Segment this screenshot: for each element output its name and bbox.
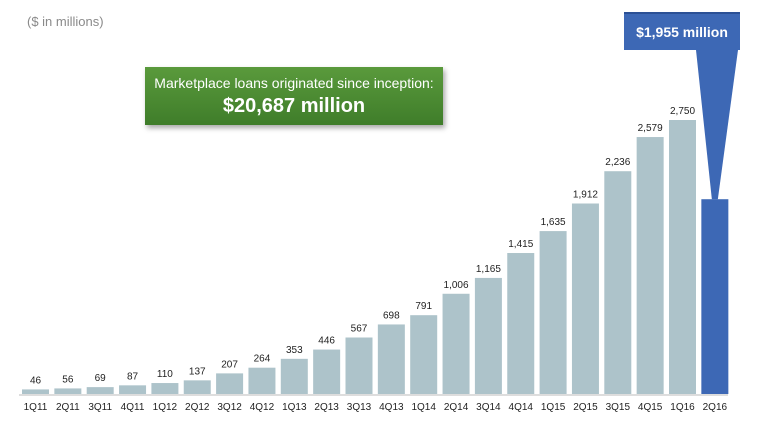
bar-value-label: 69: [95, 373, 107, 384]
bar: [636, 137, 664, 394]
x-tick-label: 2Q12: [185, 402, 210, 413]
units-subtitle: ($ in millions): [27, 14, 104, 29]
bar-highlighted: [701, 199, 729, 394]
bar-value-label: 1,415: [508, 239, 533, 250]
bar: [22, 389, 49, 394]
bar: [313, 349, 341, 394]
bar: [280, 358, 308, 394]
x-tick-label: 1Q13: [282, 402, 307, 413]
bar: [410, 315, 438, 394]
x-tick-label: 4Q15: [638, 402, 663, 413]
x-tick-label: 4Q14: [509, 402, 534, 413]
x-tick-label: 3Q13: [347, 402, 372, 413]
x-tick-label: 3Q12: [217, 402, 242, 413]
bar: [54, 388, 82, 394]
bar-value-label: 137: [189, 366, 206, 377]
x-tick-label: 4Q13: [379, 402, 404, 413]
bar-value-label: 87: [127, 371, 139, 382]
bar-value-label: 2,750: [670, 106, 695, 117]
bar: [474, 277, 502, 394]
bar-value-label: 2,236: [605, 157, 630, 168]
bar-value-label: 1,635: [541, 217, 566, 228]
bar: [248, 367, 276, 394]
x-tick-label: 3Q11: [88, 402, 112, 413]
bar-value-label: 1,165: [476, 264, 501, 275]
bar-value-label: 446: [318, 336, 335, 347]
callout-caption: Marketplace loans originated since incep…: [154, 75, 434, 91]
bar: [377, 324, 405, 394]
bar-value-label: 2,579: [638, 123, 663, 134]
x-tick-label: 2Q14: [444, 402, 469, 413]
bar: [151, 383, 179, 394]
bar: [216, 373, 244, 394]
bar: [345, 337, 373, 394]
highlight-value-box: $1,955 million: [624, 12, 740, 50]
x-tick-label: 3Q14: [476, 402, 501, 413]
bar-value-label: 353: [286, 345, 303, 356]
bar: [183, 380, 211, 394]
x-tick-label: 2Q11: [56, 402, 80, 413]
highlight-connector: [696, 50, 738, 200]
bar-value-label: 264: [254, 354, 271, 365]
bar-value-label: 46: [30, 375, 42, 386]
callout-total: $20,687 million: [222, 95, 366, 117]
x-tick-label: 1Q11: [24, 402, 48, 413]
bar-value-label: 698: [383, 310, 400, 321]
bar-value-label: 1,006: [444, 280, 469, 291]
bar: [604, 171, 632, 394]
cumulative-callout: Marketplace loans originated since incep…: [145, 67, 443, 125]
bar: [119, 385, 147, 394]
bar-value-label: 567: [351, 324, 368, 335]
bar: [669, 120, 696, 394]
bar-value-label: 1,912: [573, 189, 598, 200]
x-tick-label: 1Q15: [541, 402, 566, 413]
bar-value-label: 56: [62, 374, 74, 385]
x-tick-label: 1Q12: [153, 402, 178, 413]
x-tick-label: 2Q13: [314, 402, 339, 413]
bar: [571, 203, 599, 394]
x-tick-label: 2Q15: [573, 402, 598, 413]
x-tick-label: 4Q12: [250, 402, 275, 413]
x-tick-label: 2Q16: [703, 402, 728, 413]
x-tick-label: 4Q11: [121, 402, 145, 413]
bar: [86, 387, 114, 394]
bar-value-label: 110: [157, 369, 173, 380]
x-tick-label: 3Q15: [606, 402, 631, 413]
bar: [539, 231, 567, 394]
x-tick-label: 1Q14: [411, 402, 436, 413]
x-tick-label: 1Q16: [670, 402, 695, 413]
bar-value-label: 791: [415, 301, 432, 312]
bar: [442, 293, 470, 394]
bar: [507, 253, 535, 394]
bar-value-label: 207: [221, 359, 238, 370]
